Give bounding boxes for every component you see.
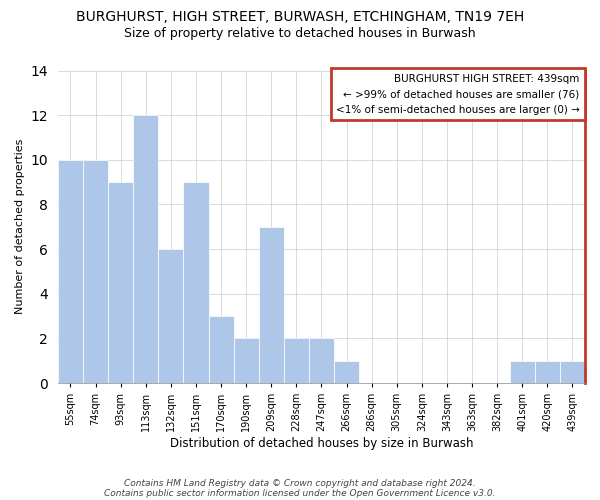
Bar <box>510 360 535 383</box>
Bar <box>133 115 158 383</box>
Bar <box>259 227 284 383</box>
Bar <box>284 338 309 383</box>
Text: Size of property relative to detached houses in Burwash: Size of property relative to detached ho… <box>124 28 476 40</box>
Bar <box>184 182 209 383</box>
Text: BURGHURST, HIGH STREET, BURWASH, ETCHINGHAM, TN19 7EH: BURGHURST, HIGH STREET, BURWASH, ETCHING… <box>76 10 524 24</box>
Bar <box>108 182 133 383</box>
Bar <box>535 360 560 383</box>
Bar <box>209 316 233 383</box>
Bar <box>233 338 259 383</box>
Y-axis label: Number of detached properties: Number of detached properties <box>15 139 25 314</box>
Bar <box>309 338 334 383</box>
Bar <box>334 360 359 383</box>
X-axis label: Distribution of detached houses by size in Burwash: Distribution of detached houses by size … <box>170 437 473 450</box>
Bar <box>58 160 83 383</box>
Text: Contains HM Land Registry data © Crown copyright and database right 2024.: Contains HM Land Registry data © Crown c… <box>124 478 476 488</box>
Bar <box>158 249 184 383</box>
Bar <box>83 160 108 383</box>
Text: BURGHURST HIGH STREET: 439sqm
← >99% of detached houses are smaller (76)
<1% of : BURGHURST HIGH STREET: 439sqm ← >99% of … <box>336 74 580 115</box>
Bar <box>560 360 585 383</box>
Text: Contains public sector information licensed under the Open Government Licence v3: Contains public sector information licen… <box>104 488 496 498</box>
